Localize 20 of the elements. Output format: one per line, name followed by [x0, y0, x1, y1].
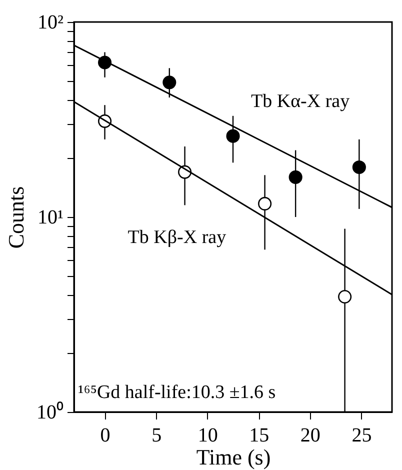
annotation: ¹⁶⁵Gd half-life:10.3 ±1.6 s [78, 382, 276, 403]
point [258, 196, 272, 210]
x-tick-label: 15 [249, 424, 270, 446]
point [338, 290, 352, 304]
text: Tb Kβ-X ray [128, 227, 227, 248]
point [162, 76, 176, 90]
series-label: Tb Kα-X ray [251, 91, 350, 112]
x-tick-label: 25 [352, 424, 372, 446]
y-tick-label: 10¹ [38, 206, 64, 228]
x-tick-label: 10 [198, 424, 218, 446]
x-tick-label: 5 [152, 424, 162, 446]
y-tick-label: 10² [38, 12, 64, 34]
x-tick-label: 20 [300, 424, 320, 446]
point [352, 160, 366, 174]
x-axis-title: Time (s) [196, 444, 271, 470]
point [288, 170, 302, 184]
point [226, 129, 240, 143]
y-axis-title: Counts [4, 186, 28, 249]
y-tick-label: 10⁰ [36, 400, 64, 424]
x-tick-label: 0 [100, 424, 110, 446]
